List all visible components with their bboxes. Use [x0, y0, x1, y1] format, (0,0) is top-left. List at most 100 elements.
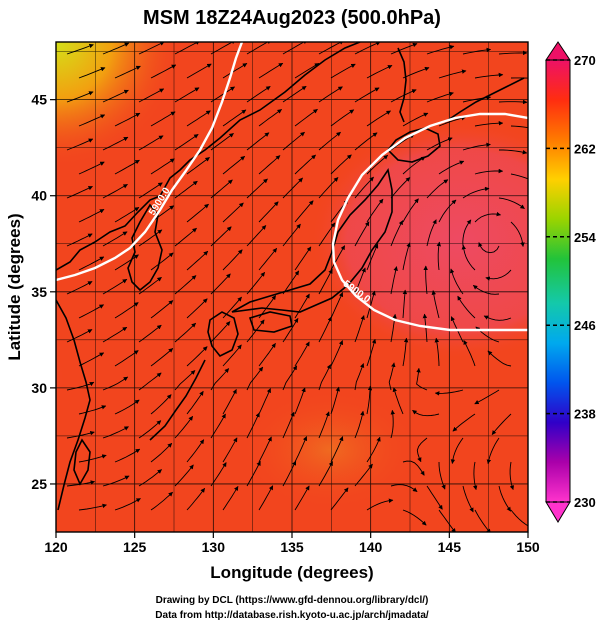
- pink-region-northeast: [310, 120, 528, 360]
- streamline: [366, 385, 373, 415]
- streamline: [66, 233, 93, 247]
- streamline: [210, 86, 235, 103]
- coastline-hokkaido: [386, 127, 441, 163]
- y-axis: 25 30 35 40 45: [31, 92, 56, 492]
- streamline: [318, 316, 332, 343]
- streamline: [390, 177, 411, 199]
- streamline: [102, 376, 129, 391]
- y-tick-label-25: 25: [31, 476, 47, 492]
- y-tick-label-30: 30: [31, 380, 47, 396]
- streamline: [66, 138, 94, 151]
- plot-area: 5900.0 5900.0: [56, 42, 528, 532]
- streamline: [138, 42, 165, 55]
- streamline: [102, 326, 128, 343]
- streamline: [402, 242, 411, 271]
- streamline: [258, 247, 278, 271]
- streamline: [138, 372, 162, 391]
- coastline-kuril: [444, 77, 525, 123]
- coastline-taiwan: [73, 438, 91, 486]
- streamline: [282, 411, 295, 439]
- streamline: [186, 63, 212, 79]
- streamline: [462, 47, 492, 55]
- streamline: [318, 131, 341, 151]
- streamline: [210, 368, 230, 391]
- streamline: [282, 131, 305, 151]
- streamline: [472, 284, 500, 295]
- streamline: [426, 219, 437, 247]
- streamline: [478, 242, 500, 254]
- orange-region-south: [240, 390, 420, 510]
- streamline: [294, 63, 320, 79]
- streamline: [66, 381, 95, 391]
- streamline: [114, 112, 141, 127]
- x-tick-label-125: 125: [123, 539, 147, 555]
- streamline: [354, 463, 373, 487]
- streamline: [294, 108, 318, 127]
- streamline: [246, 178, 268, 199]
- streamline: [318, 461, 333, 487]
- streamline: [138, 469, 162, 487]
- x-tick-label-150: 150: [516, 539, 540, 555]
- streamline: [330, 109, 355, 127]
- streamline: [390, 409, 396, 439]
- x-axis: 120 125 130 135 140 145 150: [44, 532, 540, 555]
- coastline-korea: [127, 203, 163, 292]
- streamline: [294, 341, 310, 367]
- streamline: [438, 160, 465, 175]
- streamline: [174, 227, 197, 247]
- streamline: [186, 439, 205, 463]
- streamline: [186, 346, 208, 367]
- streamline: [294, 154, 316, 175]
- streamline: [474, 120, 504, 127]
- streamline: [246, 132, 270, 151]
- streamline: [318, 269, 333, 295]
- streamline: [186, 298, 208, 319]
- streamline: [186, 487, 206, 511]
- streamline: [450, 437, 464, 464]
- streamline: [426, 485, 443, 510]
- streamline: [114, 350, 139, 367]
- streamline: [354, 132, 378, 151]
- x-tick-label-120: 120: [44, 539, 68, 555]
- streamline: [354, 221, 370, 247]
- streamline: [282, 270, 300, 295]
- streamline: [354, 315, 365, 343]
- streamline: [436, 241, 442, 271]
- streamline: [174, 180, 198, 199]
- streamline: [102, 184, 128, 199]
- streamline: [498, 485, 512, 512]
- streamline: [474, 168, 504, 175]
- streamline: [330, 292, 344, 319]
- streamline: [138, 420, 162, 439]
- height-contours: [56, 42, 528, 332]
- streamline: [474, 509, 491, 532]
- streamline: [354, 42, 381, 55]
- streamline: [318, 222, 336, 247]
- streamline: [102, 231, 128, 247]
- streamline: [222, 202, 244, 223]
- streamline: [354, 87, 380, 103]
- colorbar-label-270: 270: [574, 53, 596, 68]
- colorbar-min-triangle: [545, 501, 571, 523]
- streamline: [509, 461, 515, 491]
- streamline: [138, 88, 165, 103]
- coastline-honshu: [231, 167, 393, 313]
- colorbar-label-262: 262: [574, 141, 596, 156]
- streamline: [114, 448, 141, 463]
- streamline: [426, 45, 455, 55]
- streamline: [438, 509, 456, 532]
- streamline: [491, 413, 512, 435]
- streamline: [354, 363, 365, 391]
- pink-region-west: [56, 320, 126, 440]
- streamline: [78, 352, 105, 367]
- streamline: [258, 62, 284, 79]
- streamline: [354, 410, 365, 439]
- streamline: [402, 509, 427, 526]
- colorbar-label-246: 246: [574, 318, 596, 333]
- streamline: [483, 315, 512, 321]
- streamline: [402, 198, 419, 223]
- streamline: [258, 155, 281, 175]
- streamline: [246, 319, 265, 343]
- streamline: [366, 498, 394, 511]
- streamline: [222, 388, 237, 415]
